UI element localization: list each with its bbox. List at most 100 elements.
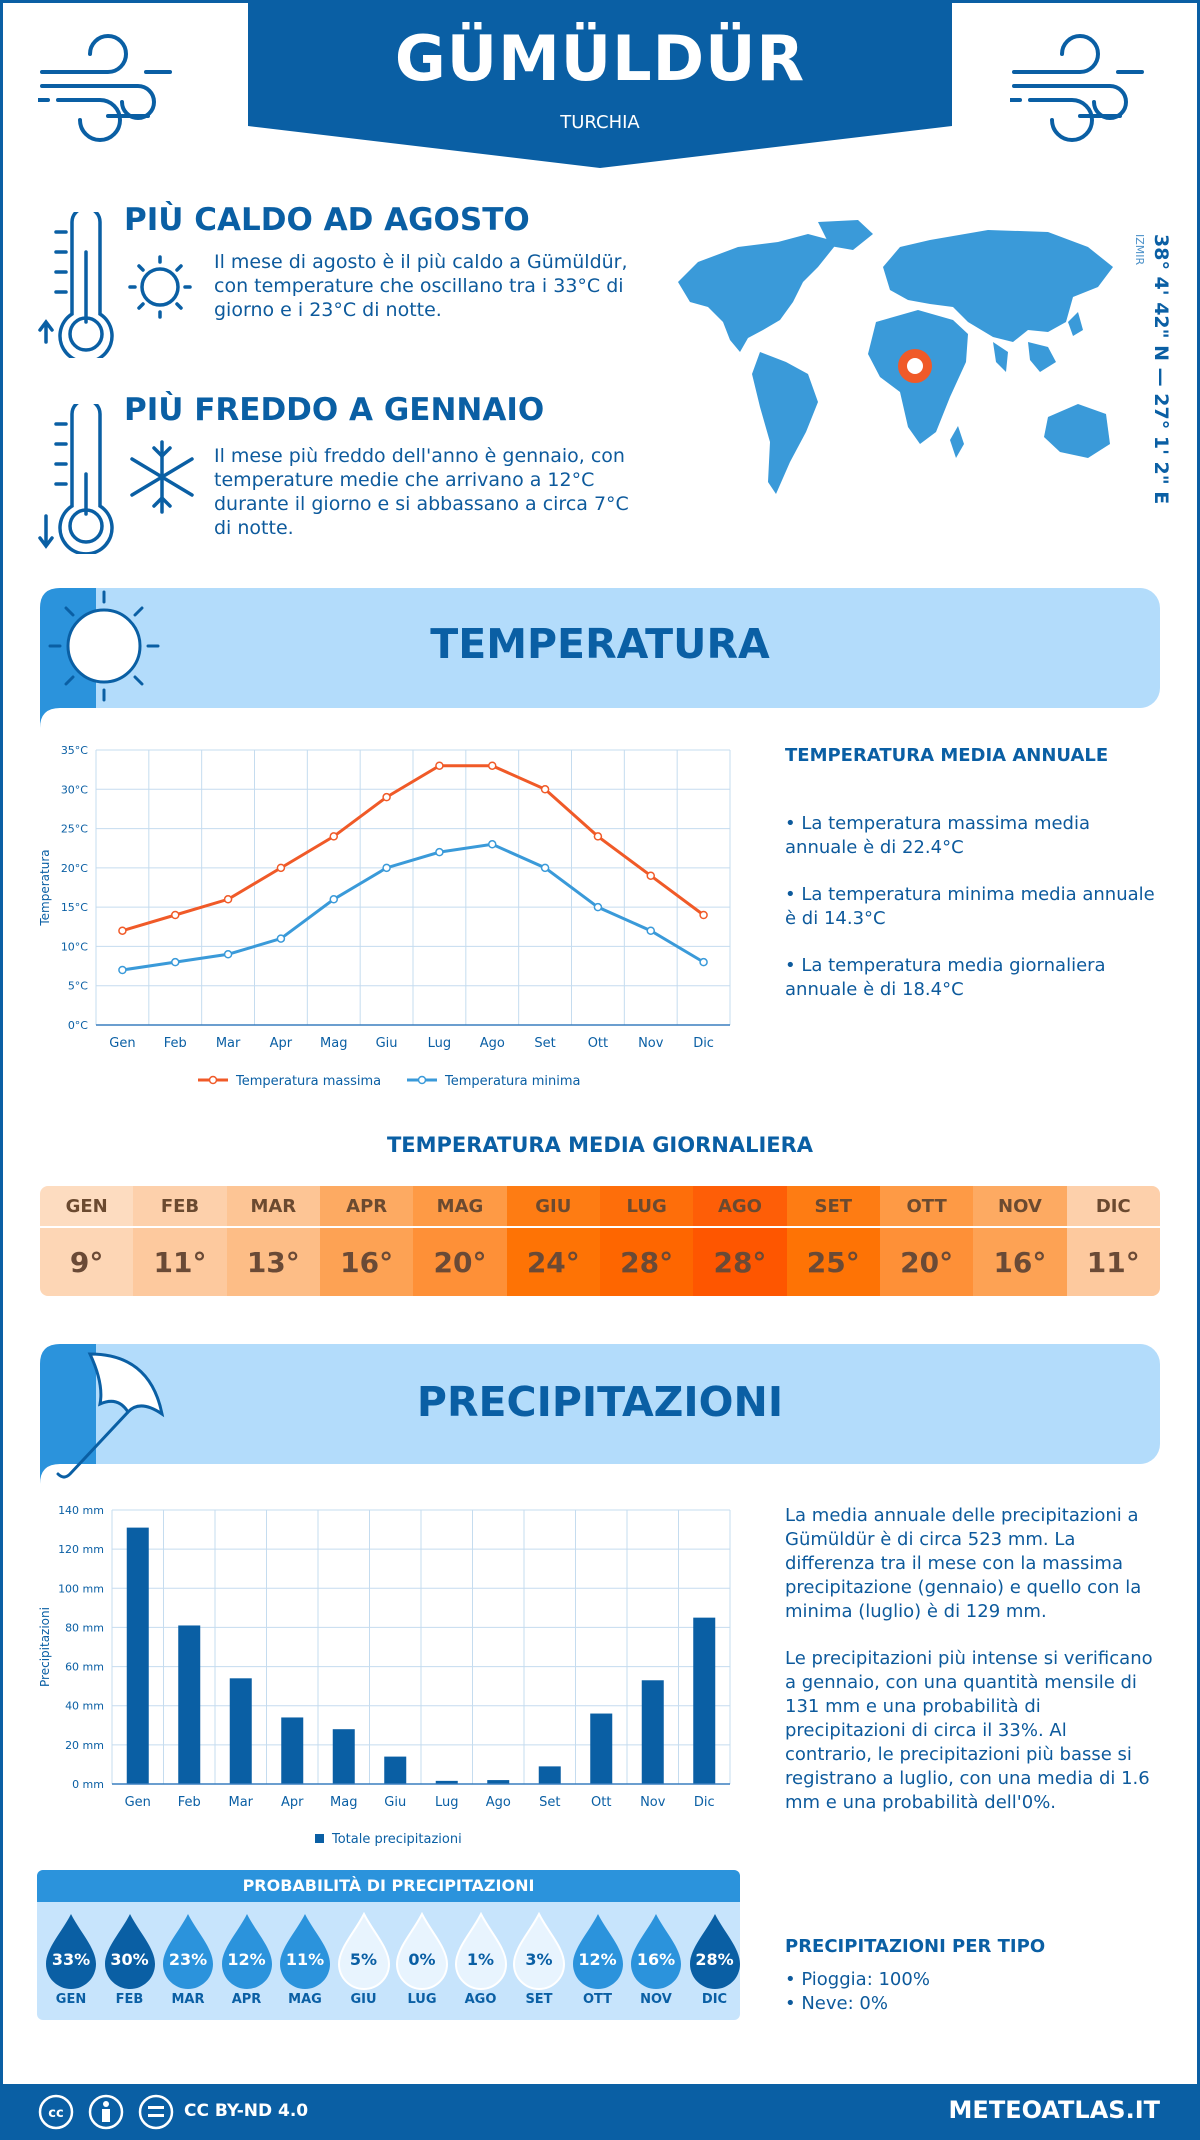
y-tick-label: 0 mm: [72, 1778, 104, 1791]
legend-marker: [208, 1075, 218, 1085]
x-tick-label: Mar: [216, 1036, 241, 1051]
precip-title: PRECIPITAZIONI: [416, 1378, 784, 1426]
precip-probability-value: 0%: [408, 1950, 436, 1969]
raindrop-icon: [512, 1912, 566, 1990]
y-tick-label: 100 mm: [58, 1582, 104, 1595]
data-point: [276, 863, 286, 873]
daily-temp-month: SET: [786, 1186, 880, 1226]
precip-probability-value: 28%: [695, 1950, 734, 1969]
precip-probability-value: 11%: [285, 1950, 325, 1969]
cold-text: Il mese più freddo dell'anno è gennaio, …: [214, 445, 629, 539]
daily-temp-cell: NOV 16°: [973, 1186, 1067, 1296]
y-tick-label: 40 mm: [65, 1700, 104, 1713]
cell-divider: [973, 1226, 1067, 1228]
x-tick-label: Apr: [281, 1795, 304, 1810]
daily-temp-month: GIU: [506, 1186, 600, 1226]
x-tick-label: Ott: [588, 1036, 608, 1051]
data-point: [435, 847, 444, 857]
annual-temp-bullets: • La temperatura massima media annuale è…: [785, 813, 1155, 1000]
bar: [178, 1625, 201, 1784]
x-tick-label: Feb: [164, 1036, 187, 1051]
y-tick-label: 25°C: [61, 823, 88, 836]
daily-temp-month: GEN: [40, 1186, 134, 1226]
daily-temp-value: 20°: [413, 1228, 507, 1296]
precip-probability-item: 0% LUG: [393, 1912, 451, 2012]
precip-probability-value: 5%: [349, 1950, 378, 1969]
precip-probability-month: GIU: [350, 1992, 377, 2007]
bar: [281, 1717, 304, 1784]
data-point: [118, 926, 127, 935]
precip-probability-item: 28% DIC: [686, 1912, 744, 2012]
x-tick-label: Ago: [486, 1795, 511, 1810]
bar: [641, 1680, 664, 1784]
data-point: [699, 910, 708, 920]
data-point: [171, 957, 180, 967]
page-title: GÜMÜLDÜR: [394, 22, 806, 95]
precip-probability-item: 16% NOV: [627, 1912, 685, 2012]
precip-probability-month: GEN: [55, 1992, 87, 2007]
svg-text:cc: cc: [48, 2106, 63, 2121]
precip-probability-item: 3% SET: [510, 1912, 568, 2012]
precip-type-snow: • Neve: 0%: [785, 1993, 888, 2014]
bar: [538, 1766, 561, 1784]
data-point: [540, 785, 550, 794]
footer: [0, 2084, 1200, 2140]
daily-temp-month: MAR: [226, 1186, 320, 1226]
x-tick-label: Set: [539, 1795, 560, 1810]
data-point: [329, 832, 338, 841]
precip-probability-value: 12%: [227, 1950, 266, 1969]
license-label[interactable]: CC BY-ND 4.0: [184, 2101, 309, 2121]
precip-type-heading: PRECIPITAZIONI PER TIPO: [785, 1936, 1046, 1957]
x-tick-label: Ott: [591, 1795, 611, 1810]
x-tick-label: Nov: [638, 1036, 664, 1051]
data-point: [488, 840, 497, 849]
daily-temp-value: 16°: [319, 1228, 414, 1296]
daily-temp-value: 25°: [786, 1228, 880, 1296]
daily-temp-month: NOV: [973, 1186, 1067, 1226]
temperature-band: [40, 588, 1160, 708]
legend-marker: [315, 1834, 324, 1843]
precip-probability-value: 1%: [466, 1950, 495, 1969]
precip-type-rain: • Pioggia: 100%: [785, 1969, 930, 1990]
daily-temp-value: 28°: [693, 1228, 787, 1296]
daily-temp-month: AGO: [693, 1186, 787, 1226]
site-link[interactable]: METEOATLAS.IT: [948, 2096, 1160, 2124]
data-point: [382, 863, 391, 873]
precip-probability-item: 12% APR: [218, 1912, 276, 2012]
cell-divider: [133, 1226, 227, 1228]
precip-probability-month: LUG: [407, 1992, 437, 2007]
daily-temp-value: 20°: [879, 1228, 974, 1296]
x-tick-label: Gen: [125, 1795, 151, 1810]
precip-probability-item: 33% GEN: [42, 1912, 100, 2012]
data-point: [171, 910, 180, 920]
precip-probability-month: SET: [525, 1992, 553, 2007]
y-tick-label: 10°C: [61, 940, 88, 953]
data-point: [382, 792, 391, 802]
data-point: [593, 832, 603, 841]
daily-temp-value: 28°: [599, 1228, 694, 1296]
data-point: [118, 965, 127, 975]
raindrop-icon: [337, 1912, 390, 1990]
bar: [693, 1617, 716, 1784]
raindrop-icon: [46, 1914, 96, 1989]
data-point: [276, 934, 286, 943]
bar: [229, 1678, 252, 1784]
hot-heading: PIÙ CALDO AD AGOSTO: [124, 202, 530, 238]
license-icons[interactable]: cc: [38, 2094, 174, 2130]
daily-temp-month: FEB: [133, 1186, 227, 1226]
x-tick-label: Mag: [320, 1036, 347, 1051]
coordinates: 38° 4' 42" N — 27° 1' 2" E: [1150, 234, 1172, 505]
precip-probability-item: 30% FEB: [101, 1912, 159, 2012]
precip-probability-month: MAG: [288, 1992, 322, 2007]
cell-divider: [1066, 1226, 1160, 1228]
daily-temp-month: MAG: [413, 1186, 507, 1226]
thermometer-sun-icon: [38, 212, 192, 358]
daily-temp-cell: MAG 20°: [413, 1186, 507, 1296]
precip-probability-value: 3%: [525, 1950, 553, 1969]
x-tick-label: Lug: [428, 1036, 452, 1051]
daily-temp-table: GEN 9° FEB 11° MAR 13° APR 16° MAG 20° GIU 24° LUG 28…: [40, 1186, 1160, 1296]
cell-divider: [693, 1226, 787, 1228]
x-tick-label: Giu: [384, 1795, 406, 1810]
hot-text: Il mese di agosto è il più caldo a Gümül…: [214, 251, 628, 321]
daily-temp-title: TEMPERATURA MEDIA GIORNALIERA: [386, 1133, 814, 1157]
